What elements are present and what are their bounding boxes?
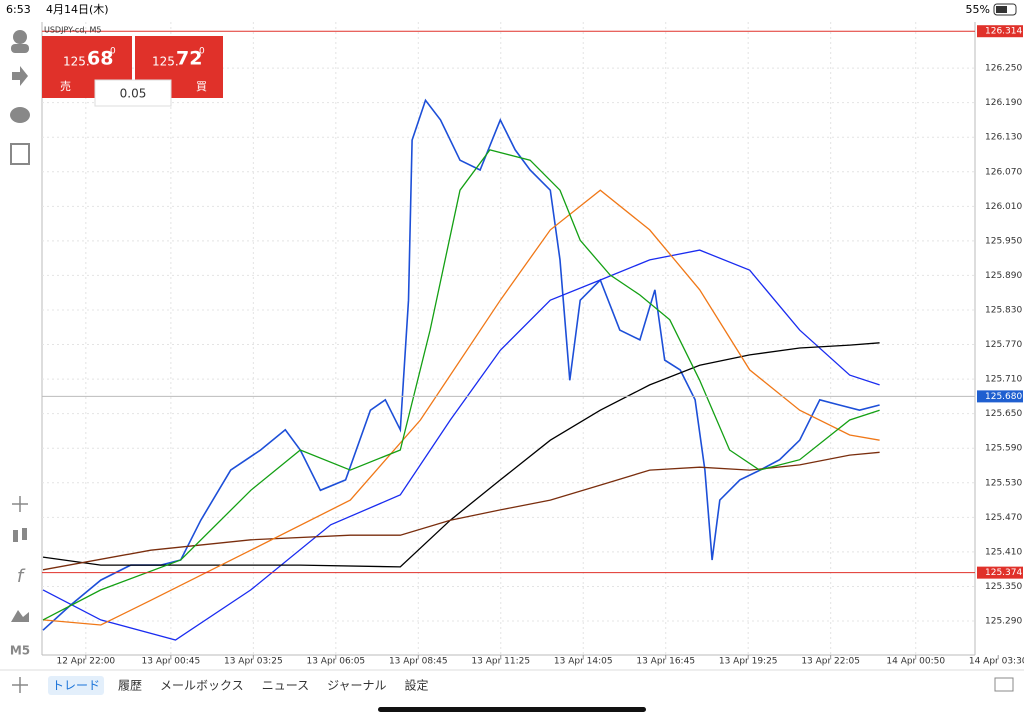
status-time: 6:53 [6, 3, 31, 16]
sell-price-prefix: 125. [63, 55, 90, 69]
x-tick-label: 13 Apr 14:05 [554, 657, 613, 667]
lot-value: 0.05 [120, 87, 147, 101]
y-tick-label: 125.350 [985, 582, 1022, 592]
home-indicator [378, 707, 646, 712]
x-tick-label: 13 Apr 22:05 [801, 657, 860, 667]
x-tick-label: 13 Apr 08:45 [389, 657, 448, 667]
x-tick-label: 13 Apr 16:45 [636, 657, 695, 667]
y-tick-label: 125.290 [985, 617, 1022, 627]
tab[interactable]: ニュース [262, 679, 309, 693]
price-level-tag [977, 566, 1023, 579]
tab[interactable]: トレード [52, 679, 100, 693]
tab[interactable]: 設定 [405, 678, 429, 693]
candle-icon[interactable] [13, 530, 18, 542]
y-tick-label: 126.130 [985, 133, 1022, 143]
price-level-tag [977, 25, 1023, 38]
chat-icon[interactable] [10, 107, 30, 123]
y-tick-label: 125.650 [985, 409, 1022, 419]
y-tick-label: 125.530 [985, 478, 1022, 488]
price-level-tag [977, 390, 1023, 403]
y-tick-label: 125.470 [985, 513, 1022, 523]
sell-price-sup: 0 [110, 47, 116, 57]
battery-level: 55% [966, 3, 990, 16]
trade-panel: 125. 68 0 売 125. 72 0 買 0.05 [42, 36, 223, 107]
y-tick-label: 126.250 [985, 64, 1022, 74]
price-line [42, 342, 880, 568]
battery-icon [993, 3, 1017, 16]
price-line [42, 451, 880, 571]
candle-icon[interactable] [22, 528, 27, 540]
new-chart-icon[interactable] [10, 143, 30, 165]
y-tick-label: 125.710 [985, 375, 1022, 385]
timeframe-button[interactable]: M5 [10, 644, 30, 658]
tab-bar: トレード 履歴 メールボックス ニュース ジャーナル 設定 [48, 676, 429, 695]
price-line [42, 98, 880, 631]
y-tick-label: 125.770 [985, 340, 1022, 350]
buy-label: 買 [196, 80, 207, 93]
x-tick-label: 13 Apr 03:25 [224, 657, 283, 667]
y-tick-label: 126.010 [985, 202, 1022, 212]
order-icon[interactable] [12, 66, 28, 86]
battery-fill [996, 6, 1007, 13]
account-icon-body[interactable] [11, 44, 29, 53]
crosshair-icon[interactable] [12, 496, 28, 512]
x-tick-label: 13 Apr 06:05 [306, 657, 365, 667]
x-tick-label: 13 Apr 11:25 [471, 657, 530, 667]
indicator-icon[interactable]: f [17, 566, 26, 587]
x-tick-label: 13 Apr 19:25 [719, 657, 778, 667]
x-tick-label: 14 Apr 03:30 [969, 657, 1024, 667]
sell-price-main: 68 [87, 48, 113, 70]
x-tick-label: 13 Apr 00:45 [142, 657, 201, 667]
add-button[interactable] [12, 677, 28, 693]
buy-price-prefix: 125. [152, 55, 179, 69]
tab[interactable]: 履歴 [118, 679, 142, 693]
lot-input[interactable] [94, 79, 172, 107]
plot-area: 125.290 125.350 125.410 125.470 125.530 125.5… [42, 22, 1024, 667]
status-date: 4月14日(木) [46, 3, 109, 16]
sell-label: 売 [60, 80, 71, 93]
x-tick-label: 14 Apr 00:50 [886, 657, 945, 667]
y-tick-label: 125.950 [985, 236, 1022, 246]
y-tick-label: 125.830 [985, 305, 1022, 315]
symbol-label: USDJPY-cd, M5 [44, 26, 101, 35]
left-toolbar: f M5 [10, 30, 30, 693]
y-tick-label: 125.890 [985, 271, 1022, 281]
y-tick-label: 125.410 [985, 547, 1022, 557]
price-level-label: 126.314 [985, 27, 1022, 37]
account-icon[interactable] [13, 30, 27, 44]
buy-price-sup: 0 [199, 47, 205, 57]
y-tick-label: 126.070 [985, 167, 1022, 177]
price-line [42, 149, 880, 621]
objects-icon[interactable] [11, 610, 29, 622]
y-tick-label: 125.590 [985, 444, 1022, 454]
tab-selected [48, 676, 105, 695]
price-level-label: 125.374 [985, 568, 1022, 578]
tab[interactable]: メールボックス [160, 679, 244, 693]
y-tick-label: 126.190 [985, 98, 1022, 108]
price-line [42, 189, 880, 626]
price-level-label: 125.680 [985, 392, 1022, 402]
buy-price-main: 72 [176, 48, 202, 70]
tab[interactable]: ジャーナル [327, 679, 386, 693]
price-line [42, 249, 880, 641]
x-tick-label: 12 Apr 22:00 [56, 657, 115, 667]
fullscreen-icon[interactable] [994, 677, 1014, 692]
